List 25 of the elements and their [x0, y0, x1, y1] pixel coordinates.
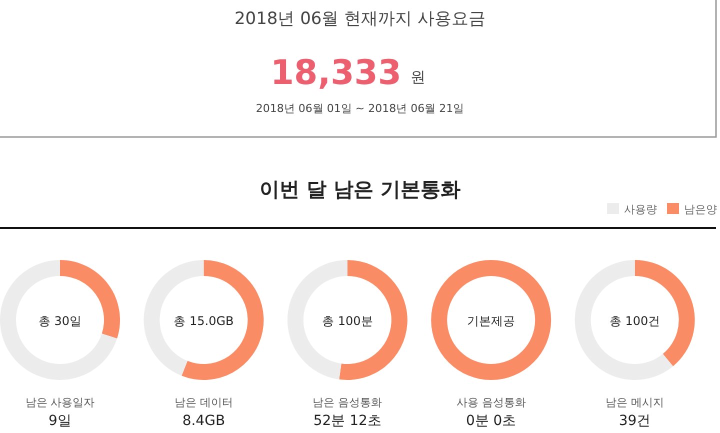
text: 남은 음성통화: [312, 396, 382, 409]
legend-label: 사용량: [624, 203, 657, 216]
text: 39건: [618, 413, 651, 429]
text: 남은 메시지: [606, 396, 664, 409]
text: 총 15.0GB: [174, 314, 234, 328]
text: 총 100분: [322, 314, 373, 328]
text: 2018년 06월 01일 ~ 2018년 06월 21일: [256, 102, 464, 115]
text: 원: [410, 68, 426, 86]
text: 총 100건: [609, 314, 660, 328]
text: 남은 데이터: [174, 396, 233, 409]
text: 남은 사용일자: [25, 396, 95, 409]
text: 사용 음성통화: [456, 396, 526, 409]
donut-slice: [339, 260, 408, 380]
text: 2018년 06월 현재까지 사용요금: [234, 9, 486, 29]
text: 총 30일: [38, 314, 82, 328]
legend-label: 남은양: [684, 203, 717, 216]
text: 9일: [48, 413, 72, 429]
text: 기본제공: [467, 314, 516, 328]
text: 0분 0초: [466, 413, 516, 429]
text: 18,333: [270, 53, 402, 93]
text: 이번 달 남은 기본통화: [260, 177, 460, 201]
text: 8.4GB: [182, 413, 226, 429]
text: 52분 12초: [313, 413, 382, 429]
donut-slice: [0, 260, 118, 380]
donut-slice: [574, 260, 674, 380]
